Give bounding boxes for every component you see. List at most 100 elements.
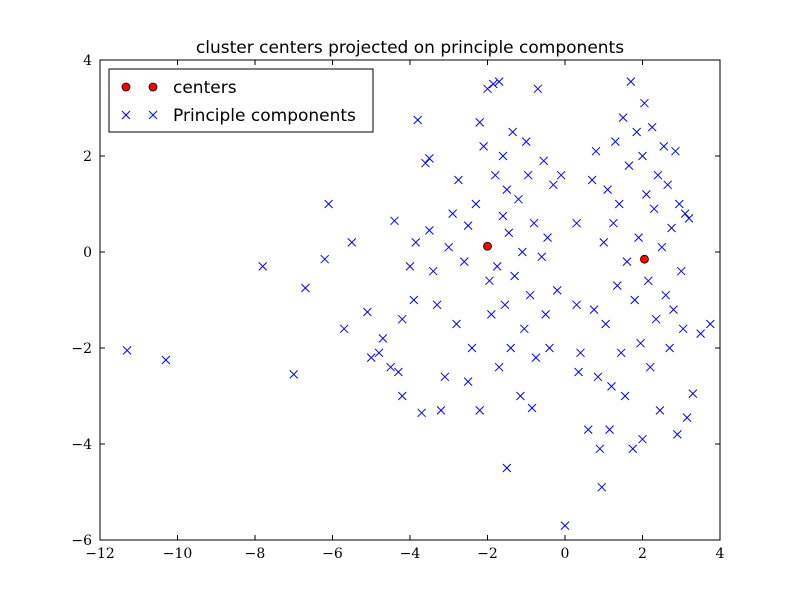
principle-component-point: [508, 127, 518, 137]
y-tick-label: −6: [71, 533, 92, 549]
x-tick-label: 2: [638, 546, 647, 562]
principle-component-point: [638, 151, 647, 161]
principle-component-point: [622, 257, 632, 266]
principle-component-point: [519, 324, 529, 334]
principle-component-point: [642, 190, 651, 199]
principle-component-point: [374, 348, 384, 358]
principle-component-point: [490, 170, 500, 180]
center-point: [483, 241, 492, 251]
principle-component-point: [705, 319, 715, 329]
principle-component-point: [684, 214, 694, 223]
principle-component-point: [640, 98, 649, 108]
principle-component-point: [618, 113, 628, 122]
principle-component-point: [676, 266, 686, 276]
principle-component-point: [612, 281, 622, 290]
principle-component-point: [636, 338, 645, 348]
principle-component-point: [425, 154, 434, 163]
principle-component-point: [545, 343, 554, 353]
principle-component-point: [556, 170, 566, 180]
principle-component-point: [467, 343, 477, 353]
points-layer: [122, 77, 715, 530]
principle-component-point: [645, 362, 655, 372]
principle-component-point: [386, 362, 395, 372]
principle-component-point: [459, 257, 469, 266]
principle-component-point: [574, 367, 583, 377]
principle-component-point: [378, 334, 388, 343]
principle-component-point: [647, 122, 657, 132]
principle-component-point: [589, 305, 599, 314]
principle-component-point: [655, 406, 665, 415]
y-tick-label: 4: [83, 53, 92, 69]
principle-component-point: [649, 204, 659, 214]
principle-component-point: [518, 247, 527, 257]
principle-component-point: [409, 295, 419, 305]
principle-component-point: [543, 233, 552, 242]
principle-component-point: [428, 266, 438, 276]
principle-component-point: [643, 276, 653, 286]
principle-component-point: [682, 413, 692, 422]
legend: centers Principle components: [108, 68, 374, 133]
principle-component-point: [492, 262, 502, 271]
y-tick-label: −4: [71, 437, 92, 453]
principle-component-point: [549, 180, 558, 190]
principle-component-point: [463, 377, 473, 386]
x-tick-label: 0: [561, 546, 570, 562]
principle-component-point: [537, 252, 547, 262]
principle-component-point: [498, 211, 508, 221]
principle-component-point: [161, 355, 171, 365]
principle-component-point: [626, 77, 636, 86]
principle-component-point: [506, 343, 516, 353]
principle-component-point: [678, 324, 688, 334]
principle-component-point: [667, 223, 676, 233]
x-tick-label: −8: [245, 546, 266, 562]
principle-component-point: [516, 391, 525, 401]
principle-component-point: [659, 142, 669, 151]
principle-component-point: [525, 290, 535, 300]
principle-component-point: [339, 324, 349, 334]
principle-component-point: [494, 77, 504, 86]
principle-component-point: [397, 391, 407, 401]
legend-entries: centers Principle components: [121, 78, 356, 126]
principle-component-point: [671, 146, 680, 156]
principle-component-point: [502, 463, 512, 473]
principle-component-point: [411, 238, 421, 247]
x-tick-label: −12: [85, 546, 115, 562]
legend-marker-principle-components: [121, 110, 131, 120]
chart-title: cluster centers projected on principle c…: [196, 38, 624, 58]
principle-component-point: [599, 238, 609, 247]
principle-component-point: [504, 228, 514, 238]
principle-component-point: [366, 353, 376, 362]
principle-component-point: [572, 218, 581, 228]
principle-component-point: [605, 425, 614, 434]
principle-component-point: [616, 348, 626, 358]
principle-component-point: [673, 430, 682, 439]
principle-component-point: [583, 425, 593, 434]
principle-component-point: [539, 156, 549, 166]
principle-component-point: [483, 84, 492, 94]
principle-component-point: [696, 329, 705, 338]
principle-component-point: [595, 444, 605, 454]
principle-component-point: [541, 310, 550, 319]
principle-component-point: [289, 370, 299, 379]
principle-component-point: [390, 216, 399, 226]
x-tick-label: −6: [322, 546, 343, 562]
principle-component-point: [479, 142, 488, 151]
principle-component-point: [609, 218, 618, 228]
x-tick-label: −4: [400, 546, 421, 562]
principle-component-point: [572, 300, 581, 310]
x-tick-label: −2: [477, 546, 498, 562]
principle-component-point: [514, 194, 523, 204]
principle-component-point: [560, 521, 570, 530]
principle-component-point: [632, 127, 642, 137]
principle-component-point: [122, 346, 132, 355]
principle-component-point: [440, 372, 450, 382]
principle-component-point: [523, 170, 533, 180]
legend-label-principle-components: Principle components: [173, 106, 356, 126]
principle-component-point: [653, 170, 663, 180]
principle-component-point: [597, 482, 607, 492]
principle-component-point: [527, 403, 537, 413]
principle-component-point: [301, 283, 310, 293]
principle-component-point: [485, 276, 494, 286]
principle-component-point: [452, 319, 461, 329]
